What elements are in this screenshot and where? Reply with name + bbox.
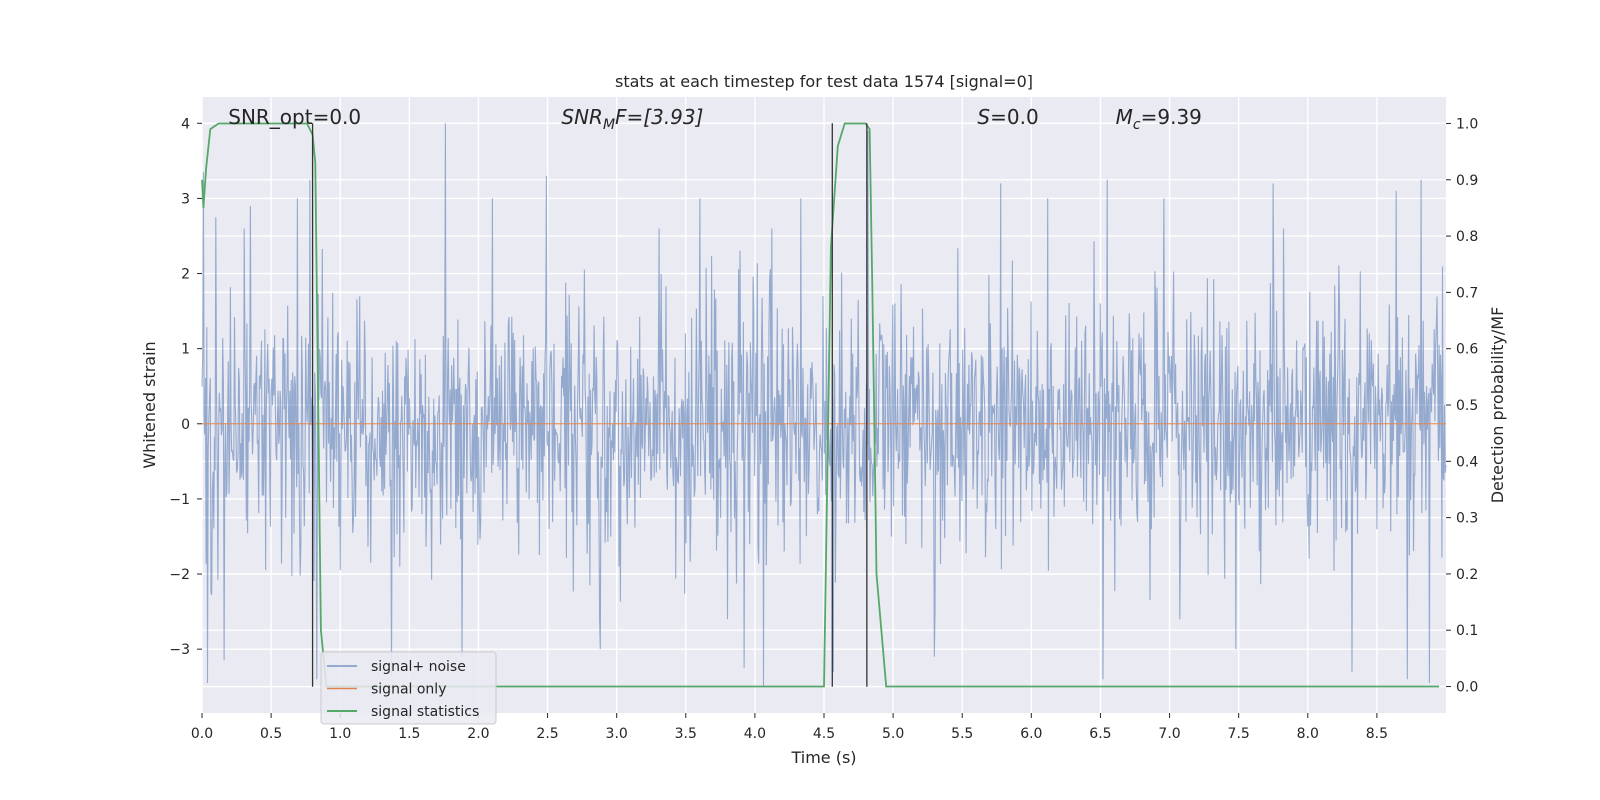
x-tick-label: 6.0 <box>1020 726 1042 742</box>
x-tick-label: 2.0 <box>467 726 489 742</box>
y2-tick-label: 0.1 <box>1456 623 1478 639</box>
annotation-snr-opt: SNR_opt=0.0 <box>228 105 361 129</box>
x-tick-label: 6.5 <box>1089 726 1111 742</box>
y-tick-label: 2 <box>181 267 190 283</box>
y-tick-label: −2 <box>169 567 190 583</box>
y2-tick-label: 0.8 <box>1456 229 1478 245</box>
y-tick-label: 4 <box>181 116 190 132</box>
chart-title: stats at each timestep for test data 157… <box>615 72 1033 91</box>
x-tick-label: 1.5 <box>398 726 420 742</box>
x-tick-label: 0.0 <box>191 726 213 742</box>
x-tick-label: 4.0 <box>744 726 766 742</box>
x-tick-label: 7.0 <box>1158 726 1180 742</box>
y-tick-label: −3 <box>169 642 190 658</box>
x-tick-label: 7.5 <box>1228 726 1250 742</box>
legend: signal+ noise signal only signal statistic… <box>320 651 497 725</box>
y2-tick-label: 0.5 <box>1456 398 1478 414</box>
x-axis-label: Time (s) <box>790 748 856 767</box>
x-tick-label: 8.0 <box>1297 726 1319 742</box>
annotation-mc: Mc=9.39 <box>1116 105 1202 133</box>
legend-label: signal statistics <box>371 704 479 720</box>
y2-tick-label: 0.6 <box>1456 342 1478 358</box>
annotation-snr-mf: SNRMF=[3.93] <box>561 105 703 133</box>
series-layer <box>201 122 1447 688</box>
x-tick-label: 0.5 <box>260 726 282 742</box>
x-tick-label: 5.0 <box>882 726 904 742</box>
y2-tick-label: 0.3 <box>1456 511 1478 527</box>
y-tick-label: 0 <box>181 417 190 433</box>
y2-tick-label: 0.9 <box>1456 173 1478 189</box>
y-tick-label: −1 <box>169 492 190 508</box>
annotation-s-stat: S=0.0 <box>977 105 1038 129</box>
x-tick-label: 3.5 <box>675 726 697 742</box>
legend-box <box>320 651 497 725</box>
series-signal-noise-line <box>201 123 1447 687</box>
y2-tick-label: 0.7 <box>1456 285 1478 301</box>
y-tick-label: 3 <box>181 191 190 207</box>
y-axis-label: Whitened strain <box>140 341 159 468</box>
x-axis-ticks: 0.0 0.5 1.0 1.5 2.0 2.5 3.0 3.5 4.0 4.5 5.0 5.5 6.0 6… <box>191 713 1388 742</box>
y-tick-label: 1 <box>181 342 190 358</box>
y-axis-ticks: −3 −2 −1 0 1 2 3 4 <box>169 116 202 658</box>
y2-tick-label: 1.0 <box>1456 116 1478 132</box>
y2-tick-label: 0.0 <box>1456 680 1478 696</box>
x-tick-label: 2.5 <box>536 726 558 742</box>
y2-axis-ticks: 0.0 0.1 0.2 0.3 0.4 0.5 0.6 0.7 0.8 0.9 1.0 <box>1446 116 1478 696</box>
y2-tick-label: 0.4 <box>1456 454 1478 470</box>
y2-tick-label: 0.2 <box>1456 567 1478 583</box>
x-tick-label: 8.5 <box>1366 726 1388 742</box>
x-tick-label: 4.5 <box>813 726 835 742</box>
y2-axis-label: Detection probability/MF <box>1488 307 1507 504</box>
legend-label: signal+ noise <box>371 659 466 675</box>
x-tick-label: 3.0 <box>606 726 628 742</box>
annotations: SNR_opt=0.0 SNRMF=[3.93] S=0.0 Mc=9.39 <box>228 105 1202 133</box>
x-tick-label: 5.5 <box>951 726 973 742</box>
legend-label: signal only <box>371 682 446 698</box>
vertical-markers <box>311 123 868 687</box>
series-signal-statistics-line <box>201 122 1440 688</box>
x-tick-label: 1.0 <box>329 726 351 742</box>
